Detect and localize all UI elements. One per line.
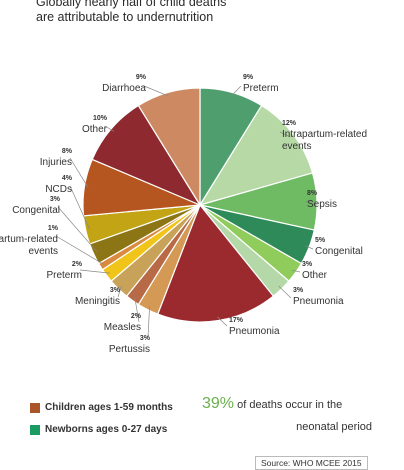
legend-label-children: Children ages 1-59 months	[45, 402, 173, 413]
slice-label-15: Other	[82, 124, 108, 135]
leader-line-4	[292, 269, 301, 273]
chart-title-line-1: Globally nearly half of child deaths	[36, 0, 227, 9]
leader-line-1	[279, 131, 291, 138]
leader-line-7	[147, 306, 150, 338]
leader-line-10	[79, 269, 110, 274]
slice-label-8: Measles	[104, 322, 141, 333]
neonatal-stat-text-1: of deaths occur in the	[237, 399, 343, 411]
leader-line-2	[304, 201, 313, 203]
slice-label-10: Preterm	[46, 270, 82, 281]
legend-item-children: Children ages 1-59 months	[30, 402, 210, 413]
slice-label-1: Intrapartum-related	[282, 129, 367, 140]
neonatal-stat: 39% of deaths occur in the neonatal peri…	[202, 395, 382, 436]
pie-slices	[82, 87, 318, 323]
leader-line-14	[69, 157, 89, 188]
slice-percent-7: 3%	[140, 335, 151, 342]
neonatal-stat-value: 39%	[202, 395, 235, 412]
slice-label-11: Intrapartum-related	[0, 234, 58, 245]
slice-label-5: Pneumonia	[293, 296, 344, 307]
slice-label-7: Pertussis	[109, 344, 150, 355]
slice-label-4: Other	[302, 270, 328, 281]
slice-labels: 9%Preterm12%Intrapartum-relatedevents8%S…	[0, 74, 367, 355]
slice-percent-3: 5%	[315, 237, 326, 244]
slice-percent-11: 1%	[48, 225, 59, 232]
leader-lines	[55, 85, 314, 338]
slice-percent-14: 8%	[62, 148, 73, 155]
leader-line-16	[143, 85, 170, 97]
slice-percent-2: 8%	[307, 190, 318, 197]
slice-percent-15: 10%	[93, 115, 108, 122]
leader-line-0	[230, 85, 242, 97]
leader-line-13	[69, 185, 90, 230]
leader-line-8	[134, 297, 140, 323]
slice-label-13: NCDs	[45, 184, 72, 195]
slice-label-12: Congenital	[12, 205, 60, 216]
chart-title: Globally nearly half of child deaths are…	[36, 0, 356, 25]
legend-swatch-newborns	[30, 424, 40, 435]
legend-item-newborns: Newborns ages 0-27 days	[30, 424, 210, 435]
pie-slice-diarrhoea-16	[137, 87, 201, 208]
leader-line-12	[57, 206, 98, 253]
pie-slice-intrapartum-related-events-1	[198, 104, 314, 207]
legend-swatch-children	[30, 402, 40, 413]
slice-label-14: Injuries	[40, 157, 72, 168]
slice-percent-9: 3%	[110, 287, 121, 294]
pie-slice-pneumonia-6	[156, 203, 275, 323]
slice-percent-13: 4%	[62, 175, 73, 182]
leader-line-3	[305, 245, 314, 250]
slice-percent-10: 2%	[72, 261, 83, 268]
slice-label-3: Congenital	[315, 246, 363, 257]
slice-percent-5: 3%	[293, 287, 304, 294]
leader-line-15	[104, 125, 115, 132]
slice-label-11-line2: events	[29, 246, 58, 257]
leader-line-5	[278, 285, 292, 299]
slice-percent-12: 3%	[50, 196, 61, 203]
slice-label-9: Meningitis	[75, 296, 120, 307]
slice-percent-1: 12%	[282, 120, 297, 127]
chart-title-line-2: are attributable to undernutrition	[36, 10, 214, 24]
slice-percent-4: 3%	[302, 261, 313, 268]
neonatal-stat-text-2: neonatal period	[296, 421, 372, 433]
slice-label-2: Sepsis	[307, 199, 337, 210]
slice-percent-0: 9%	[243, 74, 254, 81]
slice-percent-16: 9%	[136, 74, 147, 81]
leader-line-11	[55, 235, 105, 265]
slice-label-16: Diarrhoea	[102, 83, 146, 94]
legend-label-newborns: Newborns ages 0-27 days	[45, 424, 168, 435]
slice-label-0: Preterm	[243, 83, 279, 94]
leader-line-6	[217, 316, 228, 327]
slice-label-1-line2: events	[282, 141, 311, 152]
slice-percent-6: 17%	[229, 317, 244, 324]
slice-percent-8: 2%	[131, 313, 142, 320]
slice-label-6: Pneumonia	[229, 326, 280, 337]
leader-line-9	[117, 285, 122, 298]
source-note: Source: WHO MCEE 2015	[255, 456, 368, 470]
